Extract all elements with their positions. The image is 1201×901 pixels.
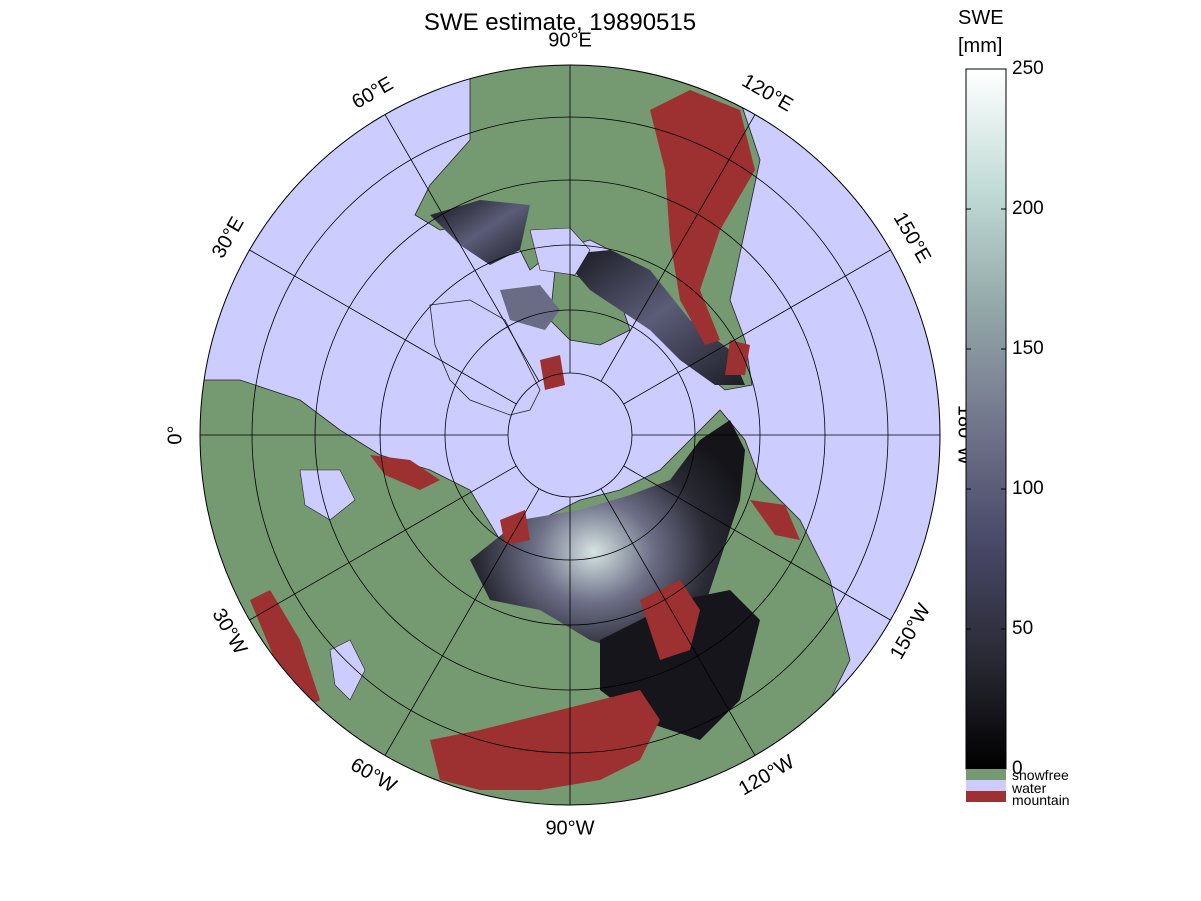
legend-label-mountain: mountain	[1012, 792, 1070, 808]
snow-arctic-islands	[500, 285, 560, 330]
mountain-alaska	[725, 340, 750, 375]
legend-swatch-water	[966, 780, 1006, 791]
snow-canada	[560, 250, 745, 385]
colorbar-tick-label: 50	[1012, 618, 1033, 639]
colorbar-label-swe: SWE	[958, 7, 1004, 29]
colorbar-tick-label: 100	[1012, 478, 1044, 499]
water-hudson-bay	[529, 227, 591, 276]
lon-label-30w: 30°W	[208, 605, 252, 659]
meridian-line	[623, 249, 891, 405]
meridian-line	[384, 488, 540, 756]
legend-swatch-snowfree	[966, 769, 1006, 780]
figure-title: SWE estimate, 19890515	[424, 9, 696, 36]
meridian-line	[249, 249, 517, 405]
colorbar-tick-label: 150	[1012, 338, 1044, 359]
lon-label-90e: 90°E	[548, 29, 592, 51]
meridian-line	[623, 465, 891, 621]
lon-label-60w: 60°W	[347, 754, 401, 798]
lon-label-0: 0°	[164, 425, 186, 444]
meridian-line	[249, 465, 517, 621]
legend-label-water: water	[1011, 780, 1047, 796]
colorbar-tick-label: 250	[1012, 58, 1044, 79]
meridian-line	[600, 488, 756, 756]
mountain-urals	[500, 510, 530, 545]
water-baltic	[299, 469, 356, 521]
lon-label-150e: 150°E	[889, 208, 935, 266]
colorbar-tick-label: 0	[1012, 758, 1023, 779]
lon-label-90w: 90°W	[545, 817, 594, 839]
lon-label-60e: 60°E	[348, 73, 397, 114]
polar-map: 90°W120°W150°W180°W150°E120°E90°E60°E30°…	[164, 29, 975, 839]
legend-swatch-mountain	[966, 791, 1006, 802]
water-caspian	[329, 639, 366, 701]
mountain-greenland-edge	[540, 355, 565, 390]
mountain-east-asia	[640, 580, 700, 660]
category-legend: snowfree water mountain	[966, 767, 1070, 808]
mountain-scandinavia	[370, 455, 440, 490]
colorbar-label-unit: [mm]	[958, 35, 1002, 57]
colorbar-gradient	[965, 68, 1007, 770]
meridian-line	[600, 114, 756, 382]
lon-label-30e: 30°E	[208, 213, 249, 262]
mountain-europe	[250, 590, 320, 710]
mountain-central-asia	[430, 690, 660, 790]
legend-label-snowfree: snowfree	[1012, 767, 1069, 783]
meridian-line	[384, 114, 540, 382]
snow-north-america	[430, 200, 530, 265]
map-border	[199, 64, 941, 806]
colorbar: SWE [mm] 0 50 100 150 200 250	[958, 7, 1044, 779]
land-greenland	[429, 299, 541, 416]
lon-label-120e: 120°E	[738, 70, 796, 116]
mountain-kamchatka	[750, 500, 800, 540]
colorbar-tick-label: 200	[1012, 198, 1044, 219]
